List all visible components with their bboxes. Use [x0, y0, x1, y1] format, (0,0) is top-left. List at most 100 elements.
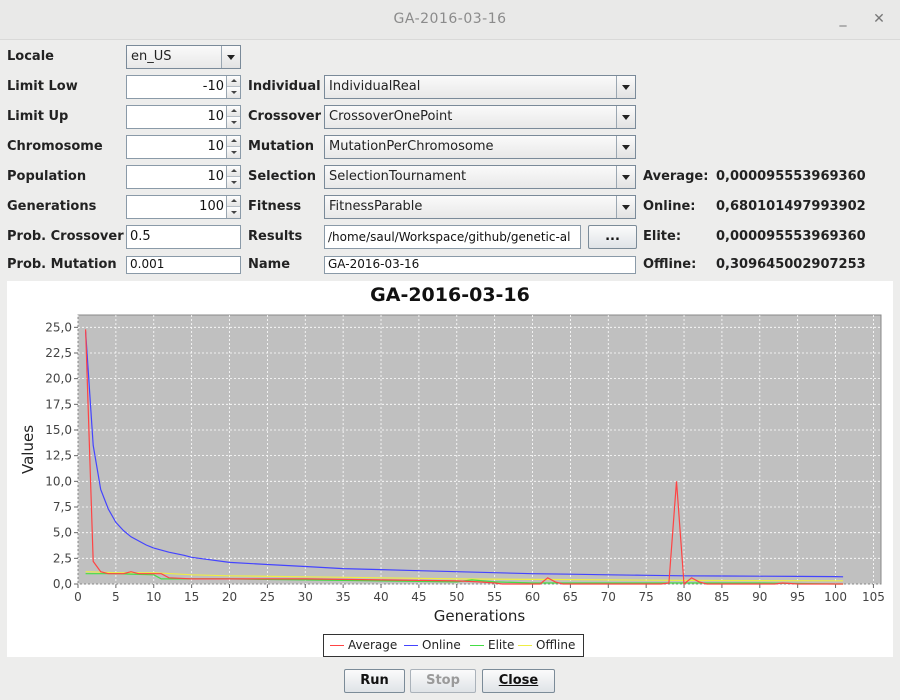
chevron-down-icon[interactable] [221, 46, 240, 68]
y-tick-label: 25,0 [45, 320, 72, 334]
legend-swatch-average [330, 645, 344, 646]
series-line-offline [85, 571, 844, 582]
x-tick-label: 10 [146, 590, 161, 604]
generations-value: 100 [199, 199, 224, 214]
legend-swatch-offline [518, 645, 532, 646]
y-tick-label: 22,5 [45, 346, 72, 360]
generations-spinner[interactable]: 100 [126, 195, 241, 219]
chevron-down-icon[interactable] [616, 76, 635, 98]
chevron-down-icon[interactable] [616, 196, 635, 218]
legend-label-offline: Offline [536, 638, 576, 652]
results-path-input[interactable]: /home/saul/Workspace/github/genetic-al [324, 225, 581, 249]
chevron-down-icon[interactable] [616, 166, 635, 188]
run-button[interactable]: Run [344, 669, 405, 693]
x-tick-label: 95 [790, 590, 805, 604]
mutation-select[interactable]: MutationPerChromosome [324, 135, 636, 159]
individual-select[interactable]: IndividualReal [324, 75, 636, 99]
elite-value: 0,000095553969360 [716, 229, 866, 244]
prob-crossover-input[interactable]: 0.5 [126, 225, 241, 249]
y-tick-label: 2,5 [53, 551, 72, 565]
legend-item-average: Average [330, 638, 397, 652]
online-value: 0,680101497993902 [716, 199, 866, 214]
y-tick-label: 0,0 [53, 577, 72, 591]
spinner-down-icon[interactable] [227, 207, 240, 218]
results-label: Results [248, 229, 303, 244]
prob-mutation-input[interactable]: 0.001 [126, 256, 241, 274]
x-tick-label: 90 [752, 590, 767, 604]
legend-item-online: Online [404, 638, 461, 652]
selection-value: SelectionTournament [329, 169, 467, 184]
locale-value: en_US [131, 49, 172, 64]
x-tick-label: 5 [112, 590, 120, 604]
spinner-up-icon[interactable] [227, 106, 240, 117]
title-bar: GA-2016-03-16 _ ✕ [0, 0, 900, 40]
spinner-down-icon[interactable] [227, 147, 240, 158]
spinner-up-icon[interactable] [227, 166, 240, 177]
x-tick-label: 55 [487, 590, 502, 604]
x-tick-label: 0 [74, 590, 82, 604]
fitness-label: Fitness [248, 199, 302, 214]
legend-label-average: Average [348, 638, 398, 652]
chromosome-value: 10 [207, 139, 224, 154]
offline-value: 0,309645002907253 [716, 257, 866, 272]
chevron-down-icon[interactable] [616, 106, 635, 128]
minimize-icon[interactable]: _ [839, 11, 847, 27]
x-tick-label: 85 [714, 590, 729, 604]
legend-swatch-elite [470, 645, 484, 646]
population-spinner[interactable]: 10 [126, 165, 241, 189]
name-input[interactable]: GA-2016-03-16 [324, 256, 636, 274]
close-icon[interactable]: ✕ [873, 11, 885, 27]
y-tick-label: 10,0 [45, 474, 72, 488]
fitness-select[interactable]: FitnessParable [324, 195, 636, 219]
x-axis-label: Generations [434, 607, 526, 625]
x-tick-label: 60 [525, 590, 540, 604]
selection-label: Selection [248, 169, 317, 184]
average-value: 0,000095553969360 [716, 169, 866, 184]
generations-label: Generations [7, 199, 97, 214]
chromosome-label: Chromosome [7, 139, 103, 154]
spinner-up-icon[interactable] [227, 196, 240, 207]
offline-label: Offline: [643, 257, 697, 272]
chromosome-spinner[interactable]: 10 [126, 135, 241, 159]
limit-up-label: Limit Up [7, 109, 69, 124]
legend-label-elite: Elite [488, 638, 515, 652]
x-tick-label: 105 [862, 590, 885, 604]
stop-button[interactable]: Stop [410, 669, 476, 693]
y-tick-label: 5,0 [53, 526, 72, 540]
limit-low-spinner[interactable]: -10 [126, 75, 241, 99]
fitness-value: FitnessParable [329, 199, 423, 214]
spinner-down-icon[interactable] [227, 117, 240, 128]
y-axis-label: Values [19, 425, 37, 474]
chevron-down-icon[interactable] [616, 136, 635, 158]
line-chart: GA-2016-03-16 0 5 10 15 20 25 30 35 40 45 50 55 60 65 7… [19, 284, 885, 625]
name-label: Name [248, 257, 291, 272]
close-button[interactable]: Close [482, 669, 555, 693]
limit-up-spinner[interactable]: 10 [126, 105, 241, 129]
x-tick-label: 20 [222, 590, 237, 604]
browse-button[interactable]: ... [588, 225, 637, 249]
online-label: Online: [643, 199, 696, 214]
x-tick-label: 75 [639, 590, 654, 604]
selection-select[interactable]: SelectionTournament [324, 165, 636, 189]
population-label: Population [7, 169, 87, 184]
y-tick-label: 20,0 [45, 372, 72, 386]
legend-item-offline: Offline [518, 638, 575, 652]
mutation-value: MutationPerChromosome [329, 139, 494, 154]
locale-label: Locale [7, 49, 54, 64]
spinner-up-icon[interactable] [227, 136, 240, 147]
limit-low-label: Limit Low [7, 79, 78, 94]
spinner-down-icon[interactable] [227, 177, 240, 188]
average-label: Average: [643, 169, 709, 184]
y-tick-label: 7,5 [53, 500, 72, 514]
spinner-up-icon[interactable] [227, 76, 240, 87]
x-tick-label: 30 [298, 590, 313, 604]
y-tick-label: 15,0 [45, 423, 72, 437]
limit-up-value: 10 [207, 109, 224, 124]
x-tick-label: 25 [260, 590, 275, 604]
locale-select[interactable]: en_US [126, 45, 241, 69]
chart-legend: Average Online Elite Offline [323, 634, 584, 657]
x-tick-label: 40 [373, 590, 388, 604]
crossover-select[interactable]: CrossoverOnePoint [324, 105, 636, 129]
spinner-down-icon[interactable] [227, 87, 240, 98]
